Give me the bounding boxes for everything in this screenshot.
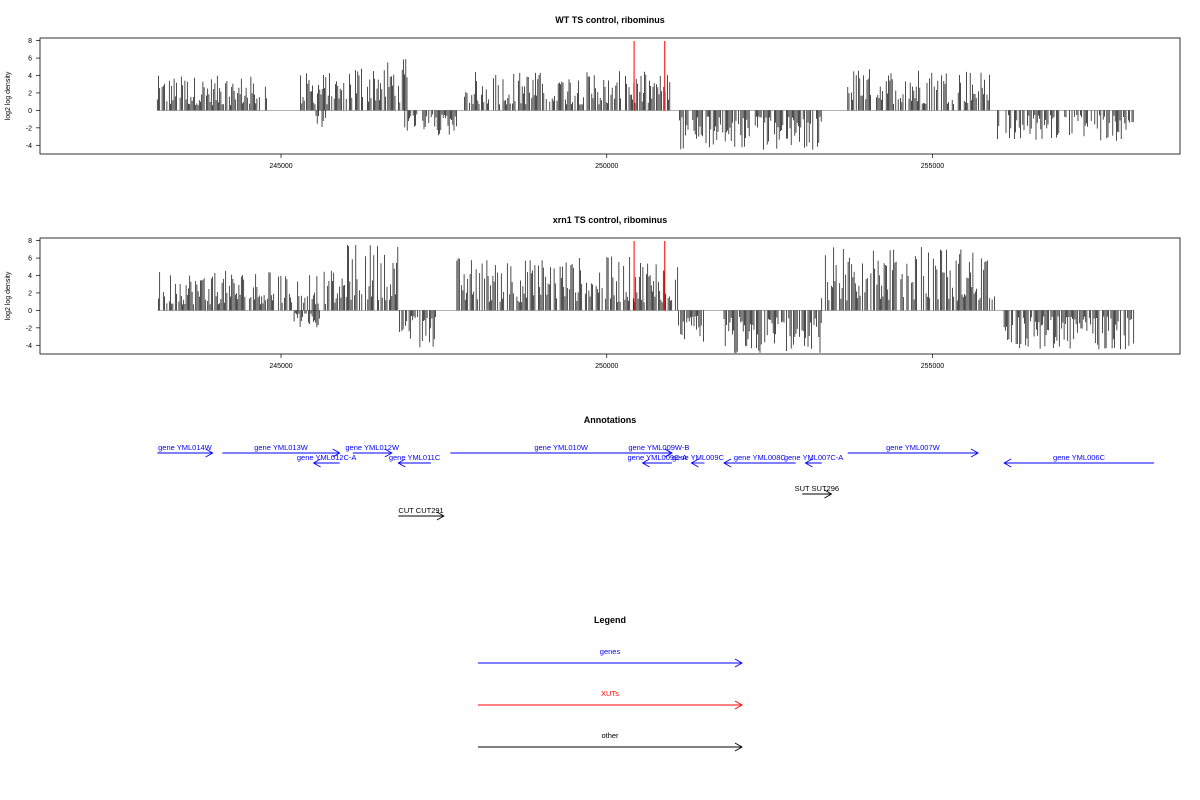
legend-entries: genes XUTs other <box>478 647 743 752</box>
feature-arrow-head <box>641 458 650 468</box>
legend-entry-label: XUTs <box>601 689 619 698</box>
feature-label: gene YML013W <box>254 443 309 452</box>
y-tick-label: 6 <box>28 56 32 63</box>
feature-arrow-head <box>723 458 732 468</box>
annotation-track: Annotations gene YML014W gene YML013W gene… <box>157 415 1154 521</box>
feature-arrow-head <box>205 448 214 458</box>
x-tick-label: 255000 <box>921 163 944 170</box>
feature-arrow-head <box>970 448 979 458</box>
xrn1-density-panel: xrn1 TS control, ribominus log2 log dens… <box>5 215 1181 370</box>
legend-arrow-head <box>734 742 743 752</box>
wt-plot-frame <box>39 37 1181 155</box>
feature-label: gene YML009W-B <box>628 443 689 452</box>
annotation-feature: gene YML008C <box>723 453 796 468</box>
legend-entry-label: other <box>601 731 619 740</box>
feature-arrow-head <box>804 458 813 468</box>
y-tick-label: 8 <box>28 38 32 45</box>
feature-label: gene YML014W <box>158 443 213 452</box>
annotation-feature: gene YML009C-A <box>627 453 687 468</box>
feature-arrow-head <box>332 448 341 458</box>
feature-label: gene YML009C <box>672 453 725 462</box>
feature-label: gene YML010W <box>534 443 589 452</box>
legend-entry-label: genes <box>600 647 621 656</box>
y-tick-label: -4 <box>26 143 32 150</box>
legend-entry: XUTs <box>478 689 743 710</box>
legend-arrow-head <box>734 700 743 710</box>
x-tick-label: 245000 <box>269 163 292 170</box>
annotation-feature: gene YML012W <box>345 443 400 458</box>
wt-bars-group <box>156 41 1135 150</box>
y-tick-label: 8 <box>28 238 32 245</box>
annotation-feature: CUT CUT291 <box>398 506 445 521</box>
wt-density-panel: WT TS control, ribominus log2 log densit… <box>5 15 1181 170</box>
feature-label: CUT CUT291 <box>398 506 443 515</box>
annotation-feature: gene YML011C <box>389 453 441 468</box>
feature-label: gene YML006C <box>1053 453 1106 462</box>
annotation-feature: gene YML007C-A <box>784 453 843 468</box>
feature-arrow-head <box>690 458 699 468</box>
xrn1-plot-frame <box>39 237 1181 355</box>
feature-arrow-head <box>664 448 673 458</box>
annotation-feature: gene YML006C <box>1003 453 1154 468</box>
y-tick-label: -2 <box>26 325 32 332</box>
wt-panel-title: WT TS control, ribominus <box>555 15 665 25</box>
y-tick-label: 0 <box>28 308 32 315</box>
wt-y-axis-label: log2 log density <box>5 71 12 120</box>
feature-label: gene YML009C-A <box>627 453 686 462</box>
annotation-feature: gene YML009W-B <box>628 443 689 458</box>
feature-label: gene YML007C-A <box>784 453 843 462</box>
xrn1-y-axis-label: log2 log density <box>5 271 12 320</box>
xrn1-bars-group <box>157 241 1135 354</box>
xrn1-axes-group: -4 -2 0 2 4 6 8 245000 250000 255000 <box>26 238 944 370</box>
annotation-features: gene YML014W gene YML013W gene YML012W gene… <box>157 443 1154 521</box>
feature-arrow-head <box>436 511 445 521</box>
feature-arrow-head <box>1003 458 1012 468</box>
xrn1-panel-title: xrn1 TS control, ribominus <box>553 215 668 225</box>
annotation-feature: gene YML014W <box>157 443 214 458</box>
annotation-feature: gene YML007W <box>847 443 979 458</box>
legend-entry: other <box>478 731 743 752</box>
annotation-feature: gene YML013W <box>222 443 341 458</box>
feature-label: gene YML008C <box>734 453 787 462</box>
x-tick-label: 255000 <box>921 363 944 370</box>
legend-title: Legend <box>594 615 626 625</box>
y-tick-label: 0 <box>28 108 32 115</box>
annotation-feature: gene YML012C-A <box>297 453 356 468</box>
y-tick-label: 4 <box>28 273 32 280</box>
feature-label: gene YML007W <box>886 443 941 452</box>
annotations-title: Annotations <box>584 415 637 425</box>
feature-label: SUT SUT296 <box>795 484 839 493</box>
feature-label: gene YML012W <box>345 443 400 452</box>
y-tick-label: 6 <box>28 256 32 263</box>
x-tick-label: 250000 <box>595 163 618 170</box>
feature-arrow-head <box>384 448 393 458</box>
y-tick-label: -4 <box>26 343 32 350</box>
legend-arrow-head <box>734 658 743 668</box>
x-tick-label: 245000 <box>269 363 292 370</box>
annotation-feature: SUT SUT296 <box>795 484 839 499</box>
annotation-feature: gene YML009C <box>672 453 725 468</box>
feature-arrow-head <box>824 489 833 499</box>
y-tick-label: 4 <box>28 73 32 80</box>
feature-label: gene YML011C <box>389 453 441 462</box>
feature-arrow-head <box>312 458 321 468</box>
legend-entry: genes <box>478 647 743 668</box>
y-tick-label: -2 <box>26 125 32 132</box>
wt-axes-group: -4 -2 0 2 4 6 8 245000 250000 255000 <box>26 38 944 170</box>
y-tick-label: 2 <box>28 90 32 97</box>
feature-label: gene YML012C-A <box>297 453 356 462</box>
feature-arrow-head <box>397 458 406 468</box>
y-tick-label: 2 <box>28 290 32 297</box>
x-tick-label: 250000 <box>595 363 618 370</box>
legend: Legend genes XUTs other <box>478 615 743 752</box>
